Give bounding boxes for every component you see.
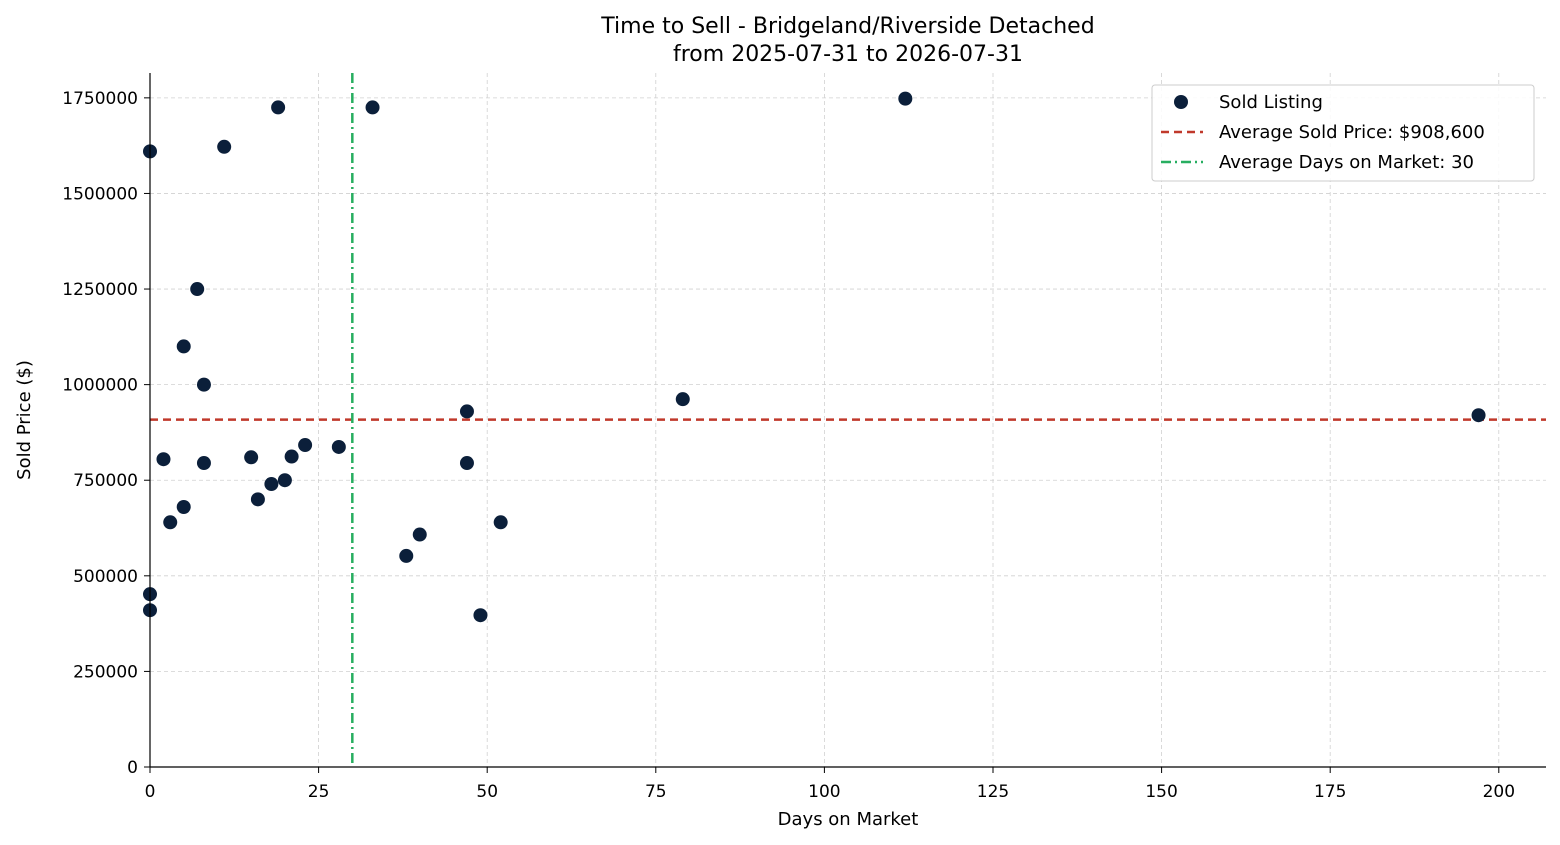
x-tick-label: 200 <box>1483 782 1515 802</box>
sold-listing-point <box>365 100 380 115</box>
sold-listing-point <box>176 339 191 354</box>
y-axis-label: Sold Price ($) <box>14 360 35 480</box>
legend-box <box>1151 84 1535 182</box>
legend: Sold Listing Average Sold Price: $908,60… <box>1151 84 1535 182</box>
legend-label-sold-listing: Sold Listing <box>1219 92 1323 113</box>
chart-title: Time to Sell - Bridgeland/Riverside Deta… <box>600 14 1094 39</box>
y-tick-label: 250000 <box>73 662 138 682</box>
x-tick-label: 150 <box>1145 782 1177 802</box>
sold-listing-point <box>156 452 171 467</box>
tick-labels: 0 25 50 75 100 125 150 175 200 0 250000 500000 75000… <box>62 89 1515 802</box>
sold-listing-point <box>412 527 427 542</box>
sold-listing-point <box>493 515 508 530</box>
sold-listing-point <box>271 100 286 115</box>
y-tick-label: 1000000 <box>62 376 138 396</box>
sold-listing-point <box>298 438 313 453</box>
legend-label-avg-days: Average Days on Market: 30 <box>1219 152 1474 173</box>
sold-listing-point <box>459 456 474 471</box>
x-tick-label: 100 <box>808 782 840 802</box>
sold-listing-point <box>1471 408 1486 423</box>
sold-listing-point <box>217 139 232 154</box>
sold-listing-point <box>331 439 346 454</box>
y-tick-label: 0 <box>127 758 138 778</box>
sold-listing-point <box>244 450 259 465</box>
sold-listing-point <box>898 91 913 106</box>
x-axis-label: Days on Market <box>778 809 919 830</box>
sold-listing-point <box>176 499 191 514</box>
x-tick-label: 175 <box>1314 782 1346 802</box>
sold-listing-point <box>675 392 690 407</box>
y-tick-label: 500000 <box>73 567 138 587</box>
sold-listing-point <box>190 282 205 297</box>
y-tick-label: 1750000 <box>62 89 138 109</box>
x-tick-label: 0 <box>145 782 156 802</box>
sold-listing-point <box>264 477 279 492</box>
sold-listing-point <box>250 492 265 507</box>
sold-listing-point <box>163 515 178 530</box>
y-tick-label: 1250000 <box>62 280 138 300</box>
sold-listing-point <box>277 473 292 488</box>
axes <box>144 73 1546 773</box>
sold-listing-point <box>399 548 414 563</box>
reference-lines <box>150 73 1546 767</box>
x-tick-label: 50 <box>476 782 498 802</box>
sold-listing-point <box>473 608 488 623</box>
legend-marker-sold-listing <box>1174 95 1188 109</box>
y-tick-label: 1500000 <box>62 184 138 204</box>
chart-subtitle: from 2025-07-31 to 2026-07-31 <box>673 42 1023 67</box>
sold-listing-point <box>284 449 299 464</box>
sold-listing-point <box>196 377 211 392</box>
sold-listing-point <box>459 404 474 419</box>
legend-label-avg-price: Average Sold Price: $908,600 <box>1219 122 1485 143</box>
x-tick-label: 125 <box>977 782 1009 802</box>
y-tick-label: 750000 <box>73 471 138 491</box>
x-tick-label: 25 <box>308 782 330 802</box>
x-tick-label: 75 <box>645 782 667 802</box>
sold-listing-point <box>196 456 211 471</box>
